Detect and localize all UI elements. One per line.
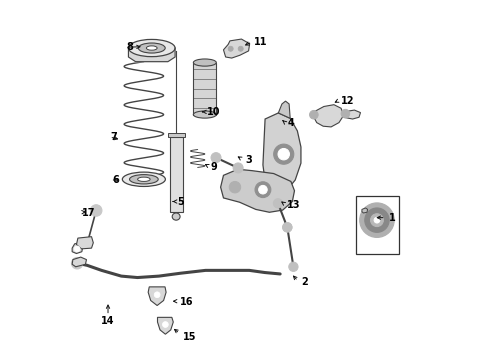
Circle shape [374,217,380,223]
Polygon shape [76,237,93,249]
Circle shape [154,292,160,298]
Ellipse shape [128,40,175,57]
FancyBboxPatch shape [356,196,399,253]
Polygon shape [223,39,250,58]
Circle shape [255,182,271,198]
Text: 6: 6 [112,175,119,185]
Circle shape [229,181,241,193]
Polygon shape [263,113,301,192]
Circle shape [211,153,221,163]
Polygon shape [72,243,83,253]
Circle shape [228,46,233,51]
Text: 9: 9 [211,162,218,172]
Text: 5: 5 [177,197,184,207]
Polygon shape [278,101,290,118]
Text: 17: 17 [82,208,96,218]
Polygon shape [220,169,294,212]
Circle shape [370,214,383,226]
Circle shape [289,262,298,271]
Ellipse shape [138,177,150,181]
Text: 7: 7 [111,132,117,142]
Bar [170,137,183,212]
Bar [168,134,185,137]
Text: 14: 14 [101,316,115,325]
Circle shape [91,205,102,216]
Circle shape [365,208,389,232]
Polygon shape [128,48,175,62]
Circle shape [341,109,350,118]
Polygon shape [362,208,368,213]
Text: 15: 15 [183,332,197,342]
Circle shape [72,257,83,269]
Text: 1: 1 [389,213,395,222]
Circle shape [283,223,292,232]
Text: 8: 8 [126,42,133,52]
Ellipse shape [194,111,216,118]
Text: 2: 2 [302,277,308,287]
Text: 3: 3 [245,155,252,165]
Circle shape [360,203,394,237]
Circle shape [310,111,318,119]
Circle shape [163,321,168,327]
Ellipse shape [194,59,216,66]
Ellipse shape [129,175,158,184]
Text: 16: 16 [180,297,193,307]
Circle shape [274,144,294,164]
Polygon shape [148,287,166,306]
Text: 13: 13 [287,200,301,210]
Circle shape [278,148,290,160]
Ellipse shape [122,172,166,186]
Polygon shape [343,110,361,119]
Bar [194,63,216,114]
Ellipse shape [172,213,180,220]
Polygon shape [72,257,87,267]
Ellipse shape [147,46,157,50]
Polygon shape [314,105,343,127]
Circle shape [74,246,80,252]
Circle shape [283,223,292,232]
Text: 4: 4 [288,118,295,128]
Ellipse shape [138,43,165,53]
Circle shape [238,46,243,51]
Text: 10: 10 [207,107,221,117]
Polygon shape [157,318,173,334]
Circle shape [273,199,283,208]
Text: 12: 12 [341,96,355,106]
Circle shape [259,185,267,194]
Circle shape [233,163,243,173]
Text: 11: 11 [254,37,268,47]
